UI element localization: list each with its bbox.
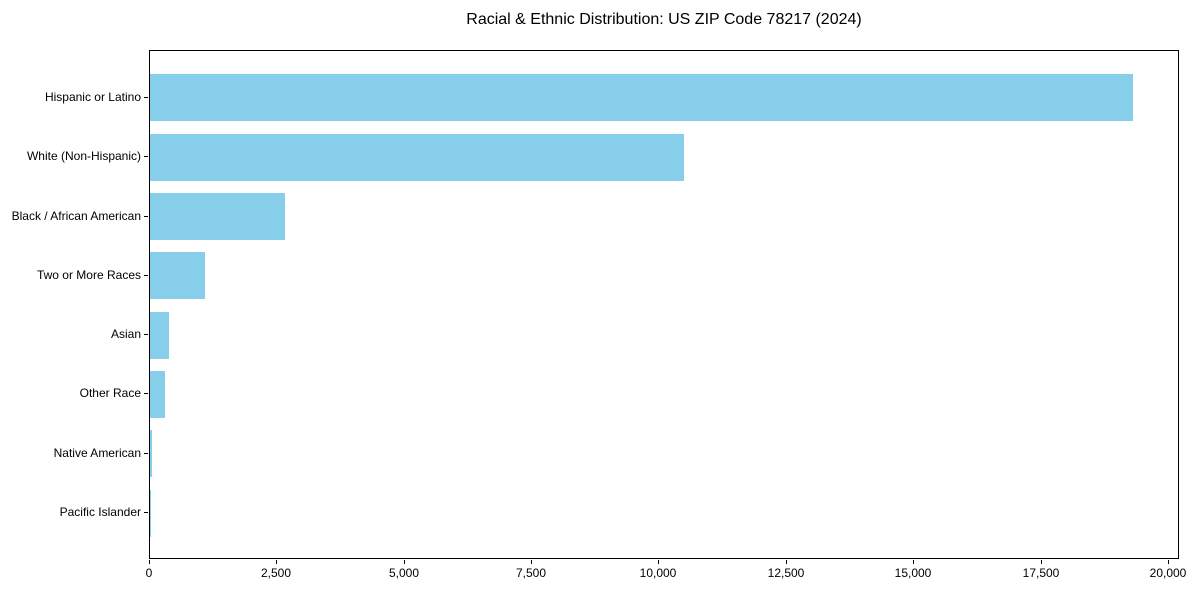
- x-label-20000: 20,000: [1149, 566, 1187, 580]
- bar-pacific-islander: [150, 489, 151, 537]
- bar-white-non-hispanic: [150, 133, 684, 181]
- chart-title: Racial & Ethnic Distribution: US ZIP Cod…: [466, 11, 862, 28]
- x-axis-tick: [276, 560, 277, 564]
- y-label-black-african-american: Black / African American: [11, 209, 141, 223]
- y-label-hispanic-or-latino: Hispanic or Latino: [44, 90, 141, 104]
- x-label-15000: 15,000: [894, 566, 932, 580]
- x-label-7500: 7,500: [515, 566, 547, 580]
- y-axis-tick: [144, 334, 148, 335]
- y-label-two-or-more-races: Two or More Races: [36, 268, 141, 282]
- x-label-0: 0: [145, 566, 153, 580]
- x-label-10000: 10,000: [639, 566, 677, 580]
- bar-native-american: [150, 430, 153, 478]
- y-label-white-non-hispanic: White (Non-Hispanic): [26, 149, 141, 163]
- x-axis-tick: [531, 560, 532, 564]
- x-label-12500: 12,500: [767, 566, 805, 580]
- x-axis-tick: [658, 560, 659, 564]
- bar-hispanic-or-latino: [150, 74, 1133, 122]
- x-axis-tick: [1041, 560, 1042, 564]
- bar-other-race: [150, 370, 165, 418]
- bar-asian: [150, 311, 169, 359]
- x-axis-tick: [404, 560, 405, 564]
- x-axis-tick: [149, 560, 150, 564]
- x-label-5000: 5,000: [388, 566, 420, 580]
- y-axis-tick: [144, 156, 148, 157]
- y-axis-tick: [144, 453, 148, 454]
- y-label-other-race: Other Race: [79, 386, 141, 400]
- y-label-native-american: Native American: [53, 446, 141, 460]
- x-label-2500: 2,500: [260, 566, 292, 580]
- x-axis-tick: [786, 560, 787, 564]
- x-label-17500: 17,500: [1022, 566, 1060, 580]
- y-axis-tick: [144, 275, 148, 276]
- bar-black-african-american: [150, 193, 285, 240]
- bar-two-or-more-races: [150, 252, 205, 300]
- y-axis-tick: [144, 512, 148, 513]
- y-label-asian: Asian: [110, 327, 141, 341]
- x-axis-tick: [1168, 560, 1169, 564]
- y-label-pacific-islander: Pacific Islander: [59, 505, 141, 519]
- x-axis-tick: [913, 560, 914, 564]
- plot-area: [149, 50, 1179, 559]
- y-axis-tick: [144, 216, 148, 217]
- y-axis-tick: [144, 393, 148, 394]
- y-axis-tick: [144, 97, 148, 98]
